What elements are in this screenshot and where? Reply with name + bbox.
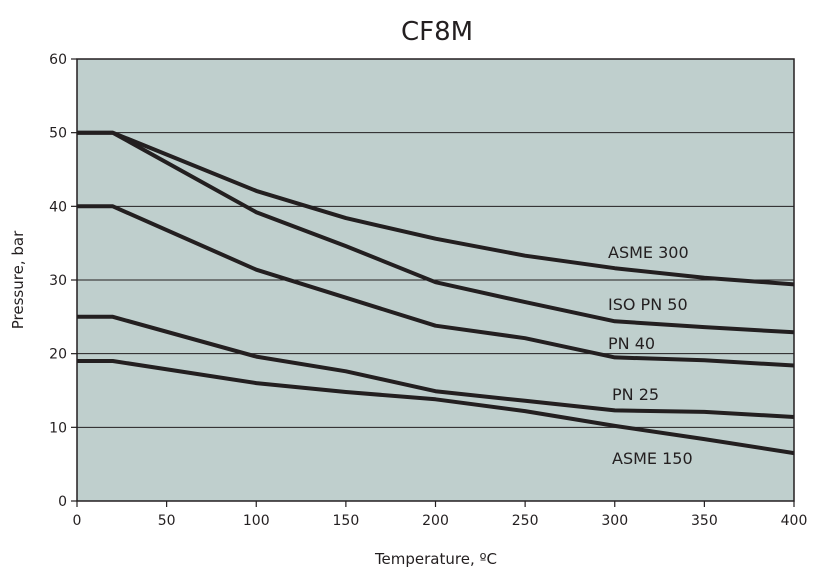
series-labels: ASME 300 ISO PN 50 PN 40 PN 25 ASME 150 [608, 243, 693, 468]
series-line-pn-40 [77, 204, 795, 368]
series-label-asme-300: ASME 300 [608, 243, 689, 262]
y-tick-label: 60 [49, 52, 67, 68]
x-tick-label: 50 [158, 513, 176, 529]
x-tick-label: 350 [691, 513, 718, 529]
x-axis-title: Temperature, ºC [374, 550, 497, 568]
series-label-pn-40: PN 40 [608, 334, 655, 353]
x-tick-label: 150 [333, 513, 360, 529]
x-tick-label: 400 [781, 513, 808, 529]
y-tick-label: 40 [49, 199, 67, 215]
chart-title: CF8M [401, 17, 473, 47]
axis-ticks: 0 10 20 30 40 50 60 0 50 100 150 200 250 300 350 400 [49, 52, 807, 529]
gridlines [77, 132, 794, 428]
y-tick-label: 20 [49, 347, 67, 363]
y-axis-title: Pressure, bar [9, 230, 27, 329]
series-label-iso-pn-50: ISO PN 50 [608, 295, 688, 314]
y-tick-label: 50 [49, 126, 67, 142]
series-line-pn-25 [77, 314, 795, 419]
x-tick-label: 250 [512, 513, 539, 529]
x-tick-label: 0 [73, 513, 82, 529]
y-tick-label: 10 [49, 420, 67, 436]
y-tick-label: 0 [58, 494, 67, 510]
x-tick-label: 200 [422, 513, 449, 529]
series-line-asme-300 [77, 130, 795, 287]
series-label-asme-150: ASME 150 [612, 449, 693, 468]
x-tick-label: 100 [243, 513, 270, 529]
y-tick-label: 30 [49, 273, 67, 289]
series-line-iso-pn-50 [77, 130, 795, 335]
series-lines [77, 130, 795, 456]
series-label-pn-25: PN 25 [612, 385, 659, 404]
series-line-asme-150 [77, 359, 795, 456]
x-tick-label: 300 [601, 513, 628, 529]
